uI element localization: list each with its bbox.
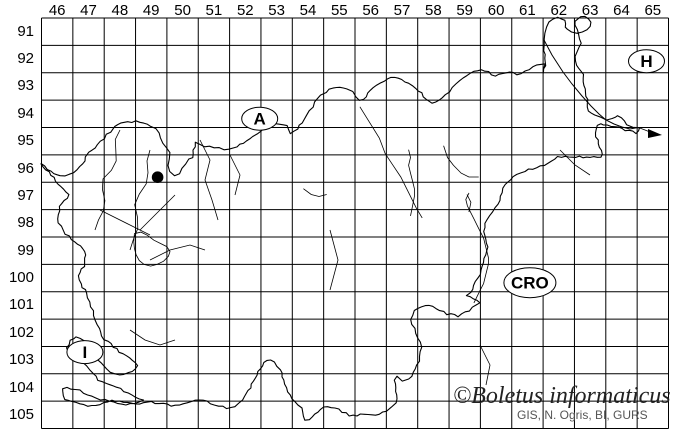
svg-text:A: A: [254, 110, 266, 129]
svg-text:CRO: CRO: [511, 274, 549, 293]
svg-text:I: I: [83, 343, 88, 362]
svg-text:H: H: [640, 52, 652, 71]
